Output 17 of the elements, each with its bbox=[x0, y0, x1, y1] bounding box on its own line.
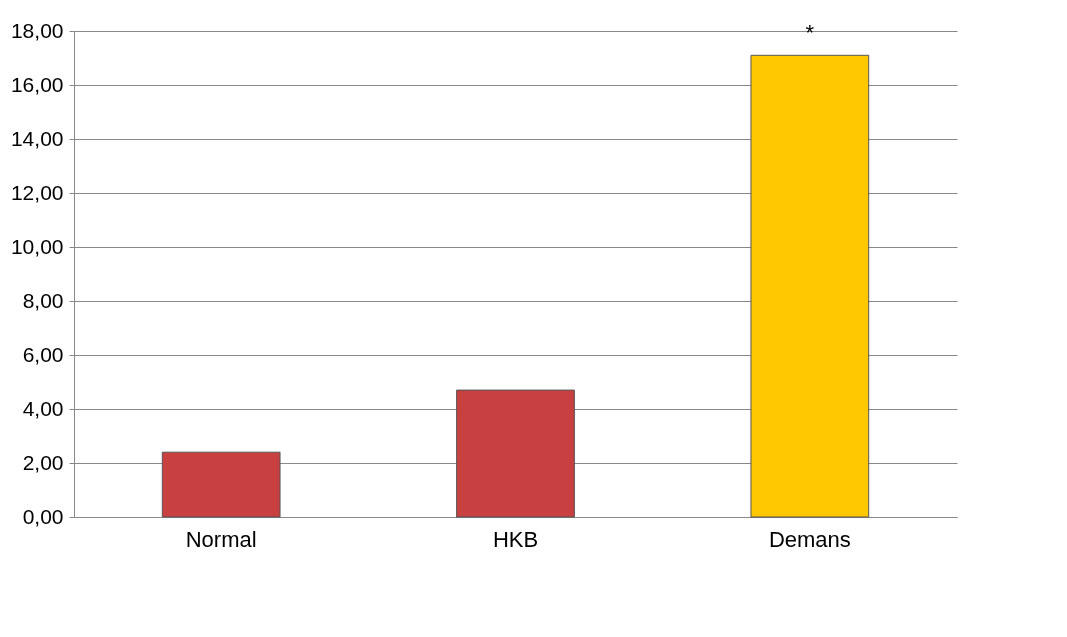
y-tick-label: 2,00 bbox=[22, 450, 64, 474]
x-tick-label: Demans bbox=[768, 526, 851, 552]
annotation: * bbox=[805, 20, 815, 46]
y-tick-label: 0,00 bbox=[22, 504, 64, 528]
bar bbox=[456, 389, 575, 518]
bar bbox=[750, 54, 870, 518]
bar bbox=[161, 451, 281, 518]
x-tick-label: HKB bbox=[492, 526, 539, 552]
y-tick-label: 4,00 bbox=[22, 396, 64, 420]
x-tick-label: Normal bbox=[185, 526, 257, 552]
y-tick-label: 14,00 bbox=[10, 126, 64, 150]
y-tick-label: 8,00 bbox=[22, 288, 64, 312]
y-tick-label: 16,00 bbox=[10, 72, 64, 96]
y-tick-label: 10,00 bbox=[10, 234, 64, 258]
y-tick-label: 6,00 bbox=[22, 342, 64, 366]
y-tick-label: 18,00 bbox=[10, 18, 64, 42]
y-tick-label: 12,00 bbox=[10, 180, 64, 204]
